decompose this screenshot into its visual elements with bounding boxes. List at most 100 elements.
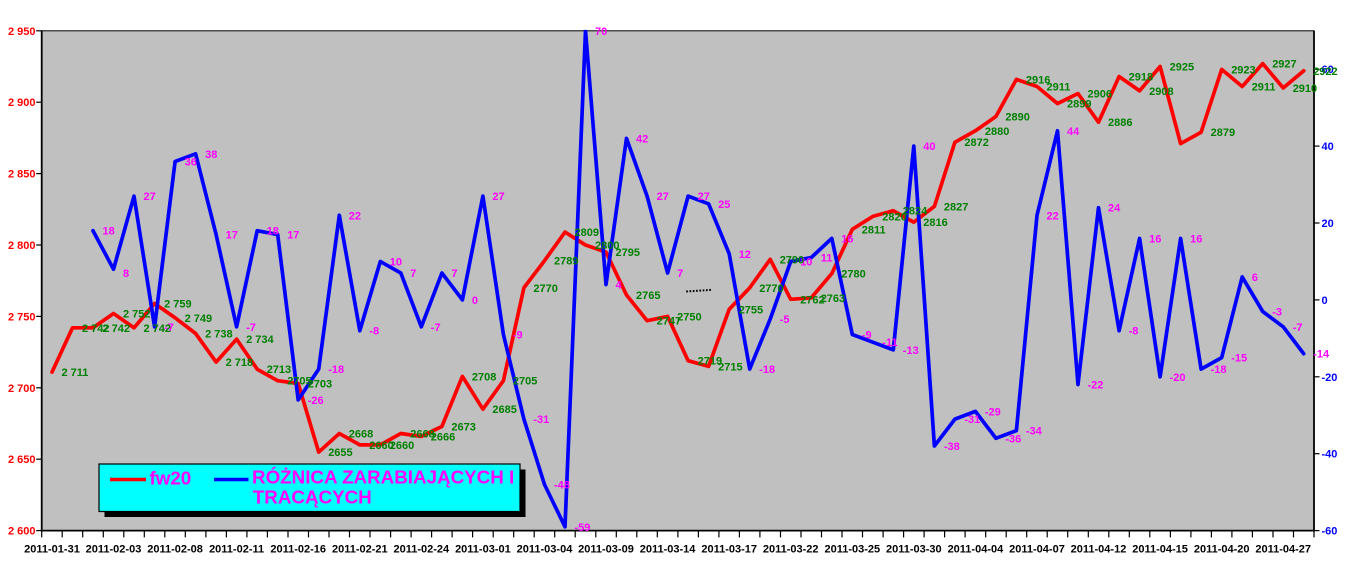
svg-text:20: 20 <box>1322 218 1334 230</box>
svg-text:2816: 2816 <box>923 217 947 229</box>
svg-text:TRACĄCYCH: TRACĄCYCH <box>253 487 372 508</box>
svg-text:2011-03-25: 2011-03-25 <box>824 544 880 556</box>
svg-text:-7: -7 <box>1293 322 1303 334</box>
svg-text:16: 16 <box>1149 233 1161 245</box>
svg-text:2 900: 2 900 <box>8 97 36 109</box>
svg-text:2 600: 2 600 <box>8 526 36 538</box>
svg-text:-20: -20 <box>1322 372 1338 384</box>
svg-text:27: 27 <box>144 191 156 203</box>
svg-text:2916: 2916 <box>1026 74 1050 86</box>
svg-text:2795: 2795 <box>616 247 640 259</box>
svg-text:2708: 2708 <box>472 371 496 383</box>
svg-text:2923: 2923 <box>1231 64 1255 76</box>
svg-text:2770: 2770 <box>533 283 557 295</box>
svg-text:2824: 2824 <box>903 206 928 218</box>
svg-text:2011-03-22: 2011-03-22 <box>763 544 819 556</box>
svg-text:-18: -18 <box>328 364 344 376</box>
svg-text:18: 18 <box>103 226 115 238</box>
svg-text:2011-03-17: 2011-03-17 <box>701 544 757 556</box>
svg-text:2910: 2910 <box>1293 83 1317 95</box>
svg-text:17: 17 <box>226 230 238 242</box>
svg-text:0: 0 <box>472 295 478 307</box>
svg-text:2011-02-03: 2011-02-03 <box>86 544 142 556</box>
svg-text:2762: 2762 <box>800 294 824 306</box>
svg-text:27: 27 <box>492 191 504 203</box>
svg-text:-20: -20 <box>1170 372 1186 384</box>
svg-text:22: 22 <box>349 210 361 222</box>
svg-text:2747: 2747 <box>657 316 681 328</box>
svg-text:2011-04-04: 2011-04-04 <box>948 544 1005 556</box>
svg-text:16: 16 <box>841 233 853 245</box>
svg-text:7: 7 <box>451 268 457 280</box>
svg-text:2011-04-12: 2011-04-12 <box>1071 544 1127 556</box>
svg-text:60: 60 <box>1322 64 1334 76</box>
svg-text:2660: 2660 <box>390 440 414 452</box>
svg-text:-8: -8 <box>1129 326 1139 338</box>
svg-text:2685: 2685 <box>492 404 516 416</box>
svg-text:2703: 2703 <box>308 379 332 391</box>
svg-text:-14: -14 <box>1313 349 1330 361</box>
svg-text:2713: 2713 <box>267 364 291 376</box>
svg-text:10: 10 <box>390 257 402 269</box>
svg-text:2899: 2899 <box>1067 99 1091 111</box>
svg-text:2 759: 2 759 <box>164 299 192 311</box>
svg-text:18: 18 <box>267 226 279 238</box>
svg-text:2011-03-30: 2011-03-30 <box>886 544 942 556</box>
svg-text:2879: 2879 <box>1211 127 1235 139</box>
svg-text:-3: -3 <box>1272 307 1282 319</box>
svg-text:2908: 2908 <box>1149 86 1173 98</box>
svg-text:2800: 2800 <box>595 240 619 252</box>
svg-text:2011-02-16: 2011-02-16 <box>270 544 326 556</box>
svg-text:2011-03-09: 2011-03-09 <box>578 544 634 556</box>
svg-text:2011-02-24: 2011-02-24 <box>393 544 450 556</box>
svg-text:2886: 2886 <box>1108 117 1132 129</box>
svg-text:2790: 2790 <box>780 254 804 266</box>
svg-text:-38: -38 <box>944 441 960 453</box>
svg-text:2011-04-15: 2011-04-15 <box>1132 544 1188 556</box>
svg-text:7: 7 <box>677 268 683 280</box>
svg-text:2011-02-11: 2011-02-11 <box>209 544 264 556</box>
svg-text:2655: 2655 <box>328 447 352 459</box>
svg-text:2 738: 2 738 <box>205 329 233 341</box>
svg-text:2 650: 2 650 <box>8 454 36 466</box>
svg-text:25: 25 <box>718 199 730 211</box>
svg-text:2880: 2880 <box>985 126 1009 138</box>
svg-text:2666: 2666 <box>431 431 455 443</box>
svg-text:2763: 2763 <box>821 293 845 305</box>
svg-text:2 749: 2 749 <box>185 313 213 325</box>
svg-text:2770: 2770 <box>759 283 783 295</box>
svg-text:2789: 2789 <box>554 256 578 268</box>
svg-text:2668: 2668 <box>410 429 434 441</box>
svg-text:-31: -31 <box>533 414 549 426</box>
svg-text:-13: -13 <box>903 345 919 357</box>
svg-text:4: 4 <box>616 280 623 292</box>
svg-text:-7: -7 <box>164 322 174 334</box>
svg-text:-31: -31 <box>964 414 980 426</box>
svg-text:17: 17 <box>287 230 299 242</box>
svg-text:2811: 2811 <box>862 224 886 236</box>
svg-text:2719: 2719 <box>698 356 722 368</box>
svg-text:2765: 2765 <box>636 290 660 302</box>
svg-text:RÓŻNICA ZARABIAJĄCYCH I: RÓŻNICA ZARABIAJĄCYCH I <box>252 467 514 488</box>
svg-text:2011-03-14: 2011-03-14 <box>640 544 697 556</box>
svg-text:36: 36 <box>185 157 197 169</box>
svg-text:2 742: 2 742 <box>103 323 131 335</box>
svg-text:2011-03-04: 2011-03-04 <box>517 544 574 556</box>
svg-text:2911: 2911 <box>1047 82 1071 94</box>
svg-text:12: 12 <box>739 249 751 261</box>
svg-text:40: 40 <box>1322 141 1334 153</box>
svg-text:2011-01-31: 2011-01-31 <box>24 544 80 556</box>
svg-text:8: 8 <box>123 268 129 280</box>
svg-text:-11: -11 <box>882 337 897 349</box>
svg-text:11: 11 <box>821 253 833 265</box>
svg-text:-7: -7 <box>246 322 256 334</box>
svg-text:-18: -18 <box>1211 364 1227 376</box>
svg-text:70: 70 <box>595 26 607 38</box>
svg-text:7: 7 <box>410 268 416 280</box>
svg-text:2 750: 2 750 <box>8 311 36 323</box>
svg-text:24: 24 <box>1108 203 1121 215</box>
svg-text:22: 22 <box>1047 210 1059 222</box>
svg-text:2673: 2673 <box>451 421 475 433</box>
svg-text:2 800: 2 800 <box>8 240 36 252</box>
svg-text:-15: -15 <box>1231 353 1247 365</box>
